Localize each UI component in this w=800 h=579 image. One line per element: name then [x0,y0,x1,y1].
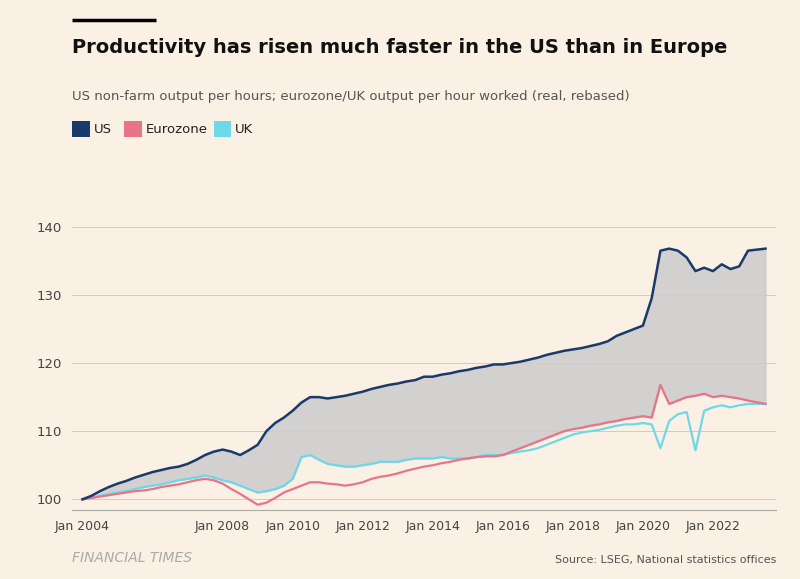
Text: US non-farm output per hours; eurozone/UK output per hour worked (real, rebased): US non-farm output per hours; eurozone/U… [72,90,630,102]
Text: US: US [94,123,111,135]
Text: Source: LSEG, National statistics offices: Source: LSEG, National statistics office… [554,555,776,565]
Text: FINANCIAL TIMES: FINANCIAL TIMES [72,551,192,565]
Text: Eurozone: Eurozone [146,123,208,135]
Text: Productivity has risen much faster in the US than in Europe: Productivity has risen much faster in th… [72,38,727,57]
Text: UK: UK [235,123,254,135]
